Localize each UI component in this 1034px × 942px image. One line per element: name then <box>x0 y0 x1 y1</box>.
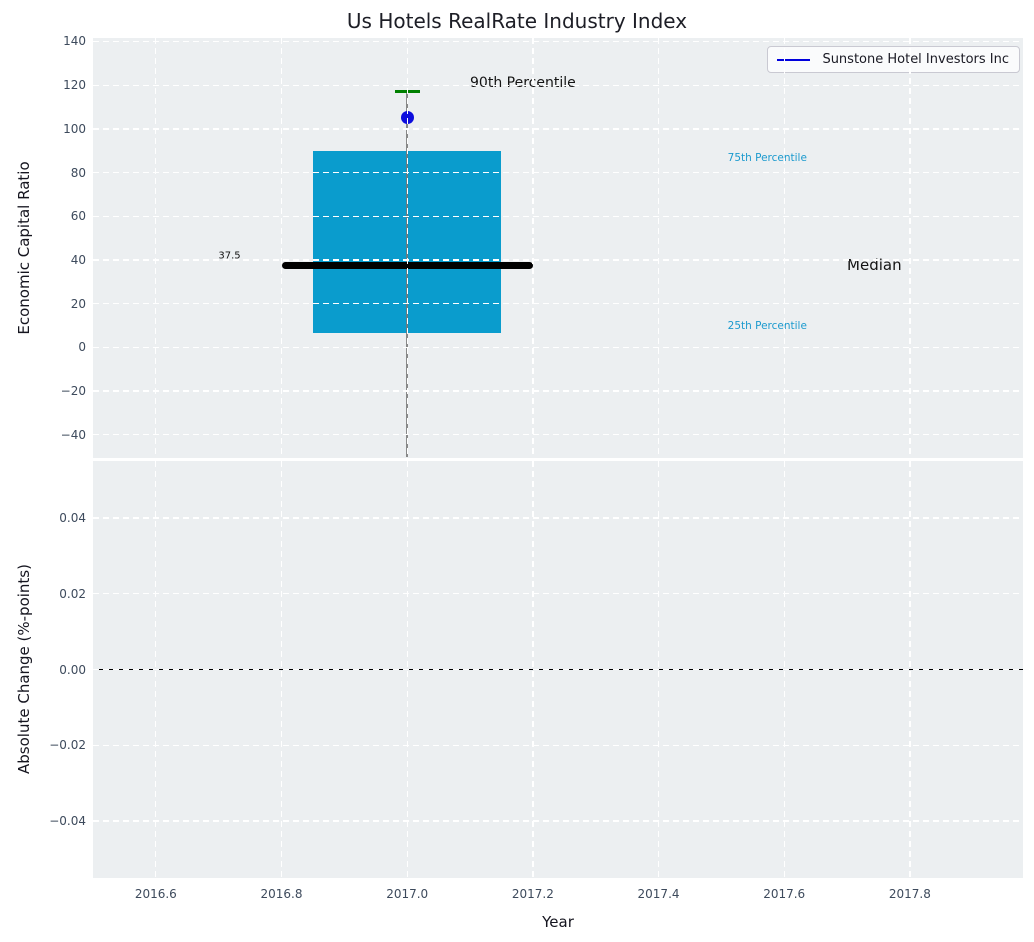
horizontal-gridline <box>93 171 1023 174</box>
y-tick-label: 0.02 <box>59 586 86 601</box>
y-tick-label: 140 <box>63 34 86 49</box>
vertical-gridline <box>280 461 283 878</box>
horizontal-gridline <box>93 434 1023 436</box>
vertical-gridline <box>406 38 408 458</box>
y-tick-label: 0 <box>78 340 86 355</box>
annotation-median-value: 37.5 <box>218 250 241 262</box>
y-axis-label-absolute-change: Absolute Change (%-points) <box>15 564 33 774</box>
annotation-75th-percentile: 75th Percentile <box>727 152 807 165</box>
horizontal-gridline <box>93 668 1023 671</box>
x-tick-label: 2017.0 <box>386 887 429 901</box>
horizontal-gridline <box>93 517 1023 519</box>
x-tick-label: 2017.2 <box>511 887 554 901</box>
x-axis-label-year: Year <box>542 913 574 931</box>
vertical-gridline <box>406 461 408 878</box>
annotation-90th-percentile: 90th Percentile <box>470 75 576 91</box>
legend-label: Sunstone Hotel Investors Inc <box>822 52 1009 67</box>
horizontal-gridline <box>93 346 1023 349</box>
chart-title: Us Hotels RealRate Industry Index <box>346 9 688 33</box>
vertical-gridline <box>532 461 534 878</box>
vertical-gridline <box>909 461 911 878</box>
x-tick-label: 2016.6 <box>134 887 177 901</box>
vertical-gridline <box>783 461 785 878</box>
y-tick-label: −20 <box>60 384 86 399</box>
y-tick-label: −40 <box>60 427 86 442</box>
horizontal-gridline <box>93 303 1023 305</box>
x-tick-label: 2016.8 <box>260 887 303 901</box>
y-tick-label: 0.00 <box>59 662 86 677</box>
bottom-subplot-absolute-change <box>93 461 1023 878</box>
y-tick-label: 40 <box>70 253 86 268</box>
horizontal-gridline <box>93 128 1023 130</box>
vertical-gridline <box>909 38 911 458</box>
horizontal-gridline <box>93 40 1023 43</box>
y-tick-label: 120 <box>63 78 86 93</box>
y-axis-label-economic-capital-ratio: Economic Capital Ratio <box>15 161 33 335</box>
vertical-gridline <box>657 38 660 458</box>
horizontal-gridline <box>93 215 1023 217</box>
y-tick-label: −0.02 <box>49 738 86 753</box>
horizontal-gridline <box>93 593 1023 595</box>
y-tick-label: −0.04 <box>49 814 86 829</box>
vertical-gridline <box>783 38 785 458</box>
horizontal-gridline <box>93 744 1023 746</box>
horizontal-gridline <box>93 259 1023 261</box>
horizontal-gridline <box>93 84 1023 86</box>
y-tick-label: 0.04 <box>59 510 86 525</box>
vertical-gridline <box>155 38 157 458</box>
vertical-gridline <box>532 38 534 458</box>
legend: Sunstone Hotel Investors Inc <box>767 46 1020 73</box>
top-subplot-economic-capital-ratio: 90th Percentile 75th Percentile Median 2… <box>93 38 1023 458</box>
legend-line-sample-icon <box>777 58 811 61</box>
horizontal-gridline <box>93 390 1023 392</box>
vertical-gridline <box>155 461 157 878</box>
vertical-gridline <box>280 38 283 458</box>
y-tick-label: 100 <box>63 121 86 136</box>
annotation-median: Median <box>847 256 902 275</box>
x-tick-label: 2017.8 <box>888 887 931 901</box>
x-tick-label: 2017.4 <box>637 887 680 901</box>
y-tick-label: 80 <box>70 165 86 180</box>
horizontal-gridline <box>93 820 1023 822</box>
y-tick-label: 20 <box>70 296 86 311</box>
y-tick-label: 60 <box>70 209 86 224</box>
x-tick-label: 2017.6 <box>763 887 806 901</box>
annotation-25th-percentile: 25th Percentile <box>727 319 807 332</box>
vertical-gridline <box>657 461 660 878</box>
